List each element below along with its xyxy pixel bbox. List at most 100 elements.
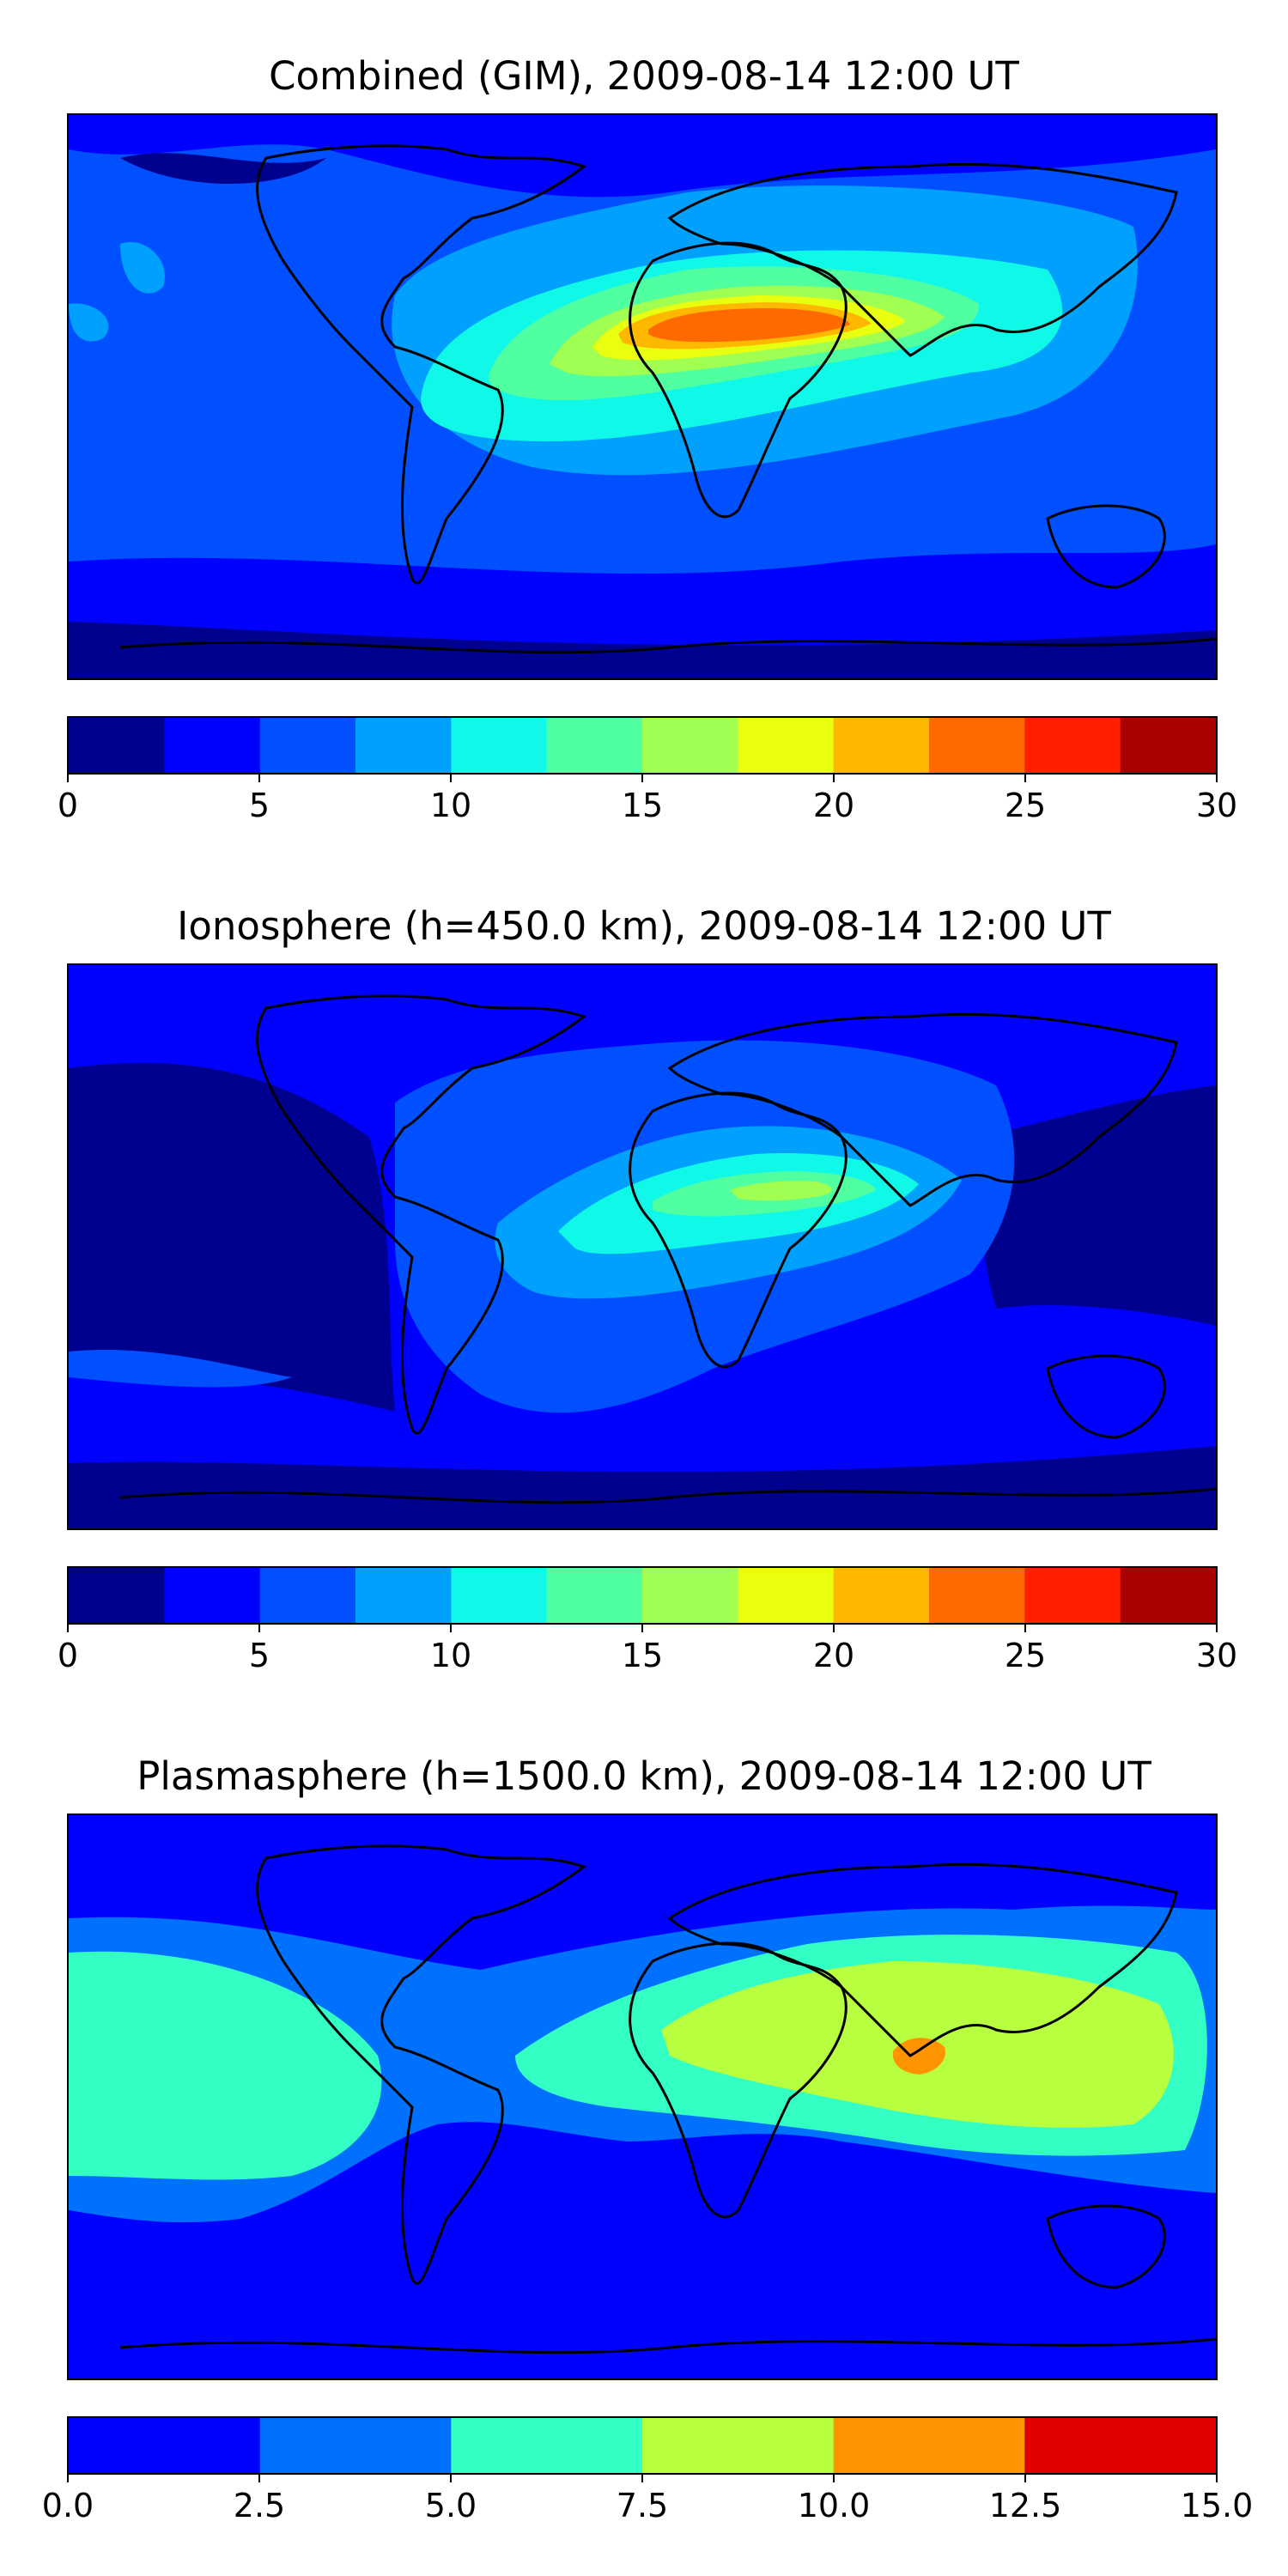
coastline-australia <box>1046 2204 1166 2289</box>
colorbar-tick <box>833 773 835 782</box>
coastline-australia <box>1046 504 1166 589</box>
colorbar-segment <box>164 718 261 773</box>
colorbar-tick-label: 10 <box>429 787 472 824</box>
colorbar-tick <box>450 773 452 782</box>
colorbar-segment <box>929 1568 1025 1623</box>
colorbar-tick <box>833 1623 835 1632</box>
coastline-eurasia <box>667 1012 1178 1207</box>
colorbar-tick <box>67 773 69 782</box>
colorbar-tick <box>1216 773 1218 782</box>
colorbar-tick <box>1024 1623 1026 1632</box>
panel-title: Combined (GIM), 2009-08-14 12:00 UT <box>269 53 1019 99</box>
coastlines <box>119 144 1216 654</box>
colorbar-tick-label: 20 <box>812 1637 855 1674</box>
colorbar-tick <box>258 1623 260 1632</box>
colorbar-tick-label: 20 <box>812 787 855 824</box>
colorbar-segment <box>1024 718 1121 773</box>
colorbar-tick-label: 25 <box>1004 1637 1047 1674</box>
ionosphere-map <box>67 963 1218 1530</box>
level-band <box>730 1181 832 1201</box>
coastline-americas <box>256 994 587 1435</box>
colorbar-svg <box>69 718 1216 773</box>
coastline-eurasia <box>667 1862 1178 2057</box>
level-band <box>69 1951 382 2180</box>
colorbar-ticks: 0.0 2.5 5.0 7.5 10.0 12.5 15.0 <box>42 2473 1253 2524</box>
colorbar-svg <box>69 2418 1216 2473</box>
coastlines <box>119 994 1216 1504</box>
level-band <box>69 1446 1216 1528</box>
colorbar-tick-label: 12.5 <box>988 2487 1062 2524</box>
colorbar-tick-label: 10.0 <box>797 2487 871 2524</box>
colorbar-tick <box>833 2473 835 2482</box>
level-band <box>648 308 850 343</box>
colorbar-segment <box>69 2418 261 2473</box>
level-band <box>69 1349 292 1388</box>
colorbar-segment <box>451 718 548 773</box>
colorbar-segment <box>833 1568 930 1623</box>
colorbar-segment <box>1024 2418 1216 2473</box>
colorbar-segment <box>69 718 165 773</box>
panel-title: Ionosphere (h=450.0 km), 2009-08-14 12:0… <box>177 903 1111 949</box>
level-band <box>979 1085 1216 1326</box>
colorbar-segment <box>833 2418 1025 2473</box>
colorbar-tick <box>450 2473 452 2482</box>
coastline-americas <box>256 144 587 585</box>
colorbar-segment <box>546 718 643 773</box>
coastline-antarctica <box>119 637 1216 654</box>
combined-contour-plot <box>69 115 1216 678</box>
colorbar-segment <box>1120 1568 1216 1623</box>
colorbar-segment <box>546 1568 643 1623</box>
colorbar-tick <box>1024 773 1026 782</box>
colorbar-tick <box>258 773 260 782</box>
colorbar <box>67 716 1218 775</box>
colorbar-tick-label: 25 <box>1004 787 1047 824</box>
level-band <box>892 2038 945 2075</box>
colorbar-segment <box>929 718 1025 773</box>
coastline-americas <box>256 1844 587 2285</box>
colorbar-tick-label: 0 <box>57 1637 79 1674</box>
colorbar-segment <box>1024 1568 1121 1623</box>
colorbar-segment <box>642 2418 835 2473</box>
colorbar-tick <box>1024 2473 1026 2482</box>
colorbar-segment <box>451 2418 643 2473</box>
colorbar-tick <box>1216 2473 1218 2482</box>
level-band <box>69 1062 395 1412</box>
coastline-eurasia <box>667 162 1178 357</box>
colorbar-segment <box>164 1568 261 1623</box>
colorbar-ticks: 0 5 10 15 20 25 30 <box>58 773 1237 824</box>
colorbar <box>67 2416 1218 2475</box>
colorbar-tick <box>641 1623 643 1632</box>
colorbar-segment <box>259 2418 452 2473</box>
level-band <box>69 303 109 342</box>
colorbar-segment <box>355 718 452 773</box>
coastlines <box>119 1844 1216 2354</box>
colorbar-tick-label: 15 <box>621 787 664 824</box>
colorbar-segment <box>69 1568 165 1623</box>
plasmasphere-contour-plot <box>69 1815 1216 2379</box>
level-band <box>120 242 165 294</box>
colorbar-tick-label: 10 <box>429 1637 472 1674</box>
coastline-antarctica <box>119 2337 1216 2354</box>
colorbar-segment <box>451 1568 548 1623</box>
colorbar-tick-label: 7.5 <box>616 2487 669 2524</box>
plasmasphere-map <box>67 1814 1218 2380</box>
colorbar-tick <box>258 2473 260 2482</box>
colorbar-tick-label: 5 <box>248 1637 270 1674</box>
colorbar-tick-label: 2.5 <box>233 2487 286 2524</box>
colorbar-segment <box>355 1568 452 1623</box>
colorbar-tick <box>67 2473 69 2482</box>
colorbar-tick-label: 30 <box>1195 787 1238 824</box>
colorbar-segment <box>738 718 835 773</box>
colorbar-svg <box>69 1568 1216 1623</box>
colorbar-segment <box>642 1568 738 1623</box>
colorbar-tick-label: 15.0 <box>1180 2487 1254 2524</box>
colorbar-tick <box>1216 1623 1218 1632</box>
level-band <box>69 115 1216 197</box>
colorbar-tick-label: 0 <box>57 787 79 824</box>
combined-map <box>67 113 1218 680</box>
colorbar-tick <box>641 773 643 782</box>
level-band <box>120 153 326 184</box>
colorbar-tick <box>67 1623 69 1632</box>
colorbar <box>67 1566 1218 1625</box>
colorbar-ticks: 0 5 10 15 20 25 30 <box>58 1623 1237 1674</box>
